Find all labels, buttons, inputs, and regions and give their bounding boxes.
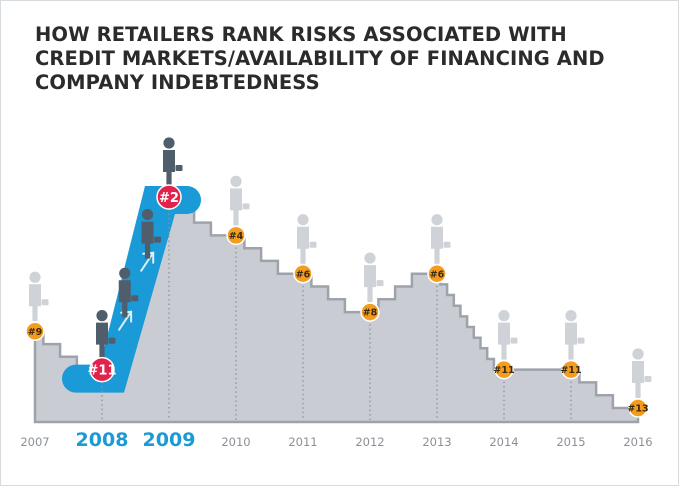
person-icon: [230, 175, 250, 226]
rank-label: #11: [560, 365, 581, 376]
rank-label: #6: [296, 269, 311, 280]
title-line-3: COMPANY INDEBTEDNESS: [35, 71, 320, 94]
rider-icon: [118, 267, 139, 318]
rank-label: #13: [627, 404, 648, 415]
rank-marker: #6: [293, 263, 313, 284]
rank-label: #4: [229, 231, 244, 242]
title-line-1: HOW RETAILERS RANK RISKS ASSOCIATED WITH: [35, 23, 567, 46]
person-icon: [565, 310, 585, 360]
x-tick-label: 2009: [143, 429, 196, 451]
chart-title: HOW RETAILERS RANK RISKS ASSOCIATED WITH…: [35, 23, 645, 95]
rank-label: #6: [430, 269, 445, 280]
person-icon: [163, 137, 183, 187]
x-tick-label: 2015: [556, 435, 585, 449]
rank-label: #9: [28, 327, 43, 338]
rank-marker: #11: [493, 359, 515, 380]
rank-label: #2: [159, 191, 179, 206]
person-icon: [297, 214, 317, 264]
x-tick-label: 2011: [288, 435, 317, 449]
rank-marker: #2: [156, 184, 182, 210]
rank-marker: #4: [226, 225, 246, 246]
x-axis: 2007 2008 2009 2010 2011 2012 2013 2014 2015 2016: [20, 429, 652, 451]
rank-label: #8: [363, 308, 378, 319]
people-layer: [29, 137, 652, 398]
x-tick-label: 2013: [422, 435, 451, 449]
rank-marker: #8: [360, 302, 380, 322]
escalator-band: [62, 186, 202, 393]
person-icon: [364, 252, 384, 303]
rank-marker: #6: [427, 263, 447, 284]
x-tick-label: 2007: [20, 435, 49, 449]
person-icon: [498, 310, 518, 360]
person-icon: [632, 348, 652, 398]
title-line-2: CREDIT MARKETS/AVAILABILITY OF FINANCING…: [35, 47, 605, 70]
person-icon: [29, 271, 49, 322]
rider-icon: [141, 209, 162, 259]
marker-layer: #9 #11 #2 #4 #6 #8 #6 #11 #11 #13: [25, 184, 649, 418]
person-icon: [96, 310, 116, 360]
rank-marker: #9: [25, 321, 45, 342]
rank-label: #11: [493, 365, 514, 376]
x-tick-label: 2010: [221, 435, 250, 449]
x-tick-label: 2012: [355, 435, 384, 449]
x-tick-label: 2014: [489, 435, 518, 449]
x-tick-label: 2016: [623, 435, 652, 449]
rank-marker: #11: [560, 359, 582, 380]
guides-layer: [101, 209, 572, 420]
person-icon: [431, 214, 451, 264]
rank-marker: #13: [627, 398, 649, 418]
x-tick-label: 2008: [76, 429, 129, 451]
rank-label: #11: [88, 364, 117, 379]
rank-marker: #11: [88, 356, 117, 383]
